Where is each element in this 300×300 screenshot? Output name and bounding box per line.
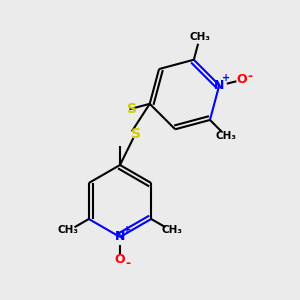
Text: S: S	[131, 128, 141, 141]
Text: N: N	[214, 79, 224, 92]
Text: O: O	[115, 253, 125, 266]
Text: +: +	[123, 225, 131, 236]
Text: N: N	[115, 230, 125, 244]
Text: CH₃: CH₃	[189, 32, 210, 42]
Text: +: +	[222, 73, 230, 83]
Text: CH₃: CH₃	[58, 225, 79, 235]
Text: CH₃: CH₃	[161, 225, 182, 235]
Text: O: O	[236, 73, 247, 86]
Text: -: -	[126, 256, 131, 270]
Text: -: -	[248, 70, 253, 83]
Text: S: S	[127, 102, 137, 116]
Text: CH₃: CH₃	[216, 131, 237, 141]
